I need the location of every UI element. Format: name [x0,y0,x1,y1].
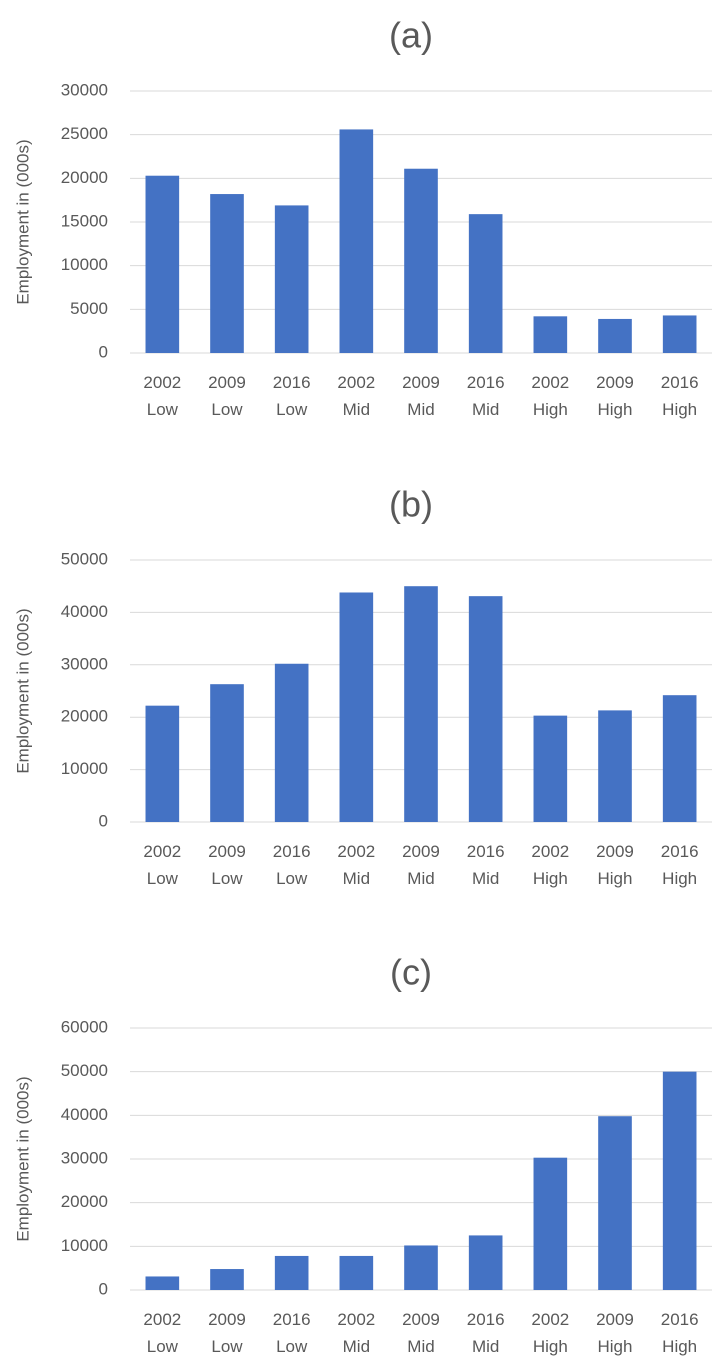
x-tick-label: 2009 High [596,842,634,888]
bar [468,1235,503,1290]
bar [339,129,374,353]
bar [662,695,697,822]
y-tick-label: 40000 [61,602,108,621]
x-tick-label: 2016 Low [272,1310,311,1356]
y-tick-label: 20000 [61,1192,108,1211]
x-tick-label: 2016 Low [272,373,311,419]
x-tick-label: 2002 Mid [337,373,376,419]
x-tick-label: 2009 Mid [402,1310,440,1356]
x-tick-label: 2002 Mid [337,1310,376,1356]
x-tick-label: 2002 Low [143,842,182,888]
bar [274,1255,309,1290]
bar [145,705,180,822]
y-axis-label: Employment in (000s) [13,139,32,304]
bar [468,596,503,822]
bar [598,710,632,822]
y-tick-label: 30000 [61,1148,108,1167]
y-tick-label: 30000 [61,654,108,673]
bar [274,663,309,822]
y-tick-label: 40000 [61,1105,108,1124]
x-tick-label: 2002 Low [143,373,182,419]
bar [404,1245,438,1290]
bar [533,1157,568,1290]
x-tick-label: 2016 Mid [466,1310,505,1356]
y-tick-label: 10000 [61,1236,108,1255]
x-tick-label: 2016 Low [272,842,311,888]
y-tick-label: 60000 [61,1017,108,1036]
bar [598,318,632,353]
y-tick-label: 0 [99,342,108,361]
bar [468,214,503,353]
bar [404,586,438,822]
bar [533,715,568,822]
y-tick-label: 15000 [61,211,108,230]
chart-title: (a) [389,15,433,56]
bar [210,194,244,353]
x-tick-label: 2009 Low [208,373,246,419]
x-tick-label: 2002 High [531,373,570,419]
bar [210,1269,244,1290]
y-tick-label: 20000 [61,168,108,187]
bar [339,1255,374,1290]
y-tick-label: 25000 [61,124,108,143]
chart-title: (b) [389,484,433,525]
bar [274,205,309,353]
chart-title: (c) [390,952,432,993]
x-tick-label: 2009 High [596,1310,634,1356]
y-axis-label: Employment in (000s) [13,608,32,773]
bar [662,315,697,353]
x-tick-label: 2002 High [531,842,570,888]
x-tick-label: 2009 Mid [402,373,440,419]
x-tick-label: 2016 Mid [466,842,505,888]
y-axis-label: Employment in (000s) [13,1076,32,1241]
x-tick-label: 2016 High [660,373,699,419]
bar [339,592,374,822]
bar [533,316,568,353]
x-tick-label: 2009 Mid [402,842,440,888]
y-tick-label: 0 [99,811,108,830]
y-tick-label: 10000 [61,255,108,274]
x-tick-label: 2016 Mid [466,373,505,419]
x-tick-label: 2009 Low [208,1310,246,1356]
y-tick-label: 50000 [61,549,108,568]
x-tick-label: 2002 Mid [337,842,376,888]
x-tick-label: 2002 Low [143,1310,182,1356]
y-tick-label: 30000 [61,80,108,99]
bar [145,175,180,353]
y-tick-label: 50000 [61,1061,108,1080]
y-tick-label: 10000 [61,759,108,778]
bar [662,1071,697,1290]
x-tick-label: 2002 High [531,1310,570,1356]
bar [404,168,438,353]
x-tick-label: 2016 High [660,842,699,888]
x-tick-label: 2009 High [596,373,634,419]
bar [210,684,244,822]
y-tick-label: 20000 [61,707,108,726]
bar [145,1276,180,1290]
bar [598,1116,632,1290]
x-tick-label: 2016 High [660,1310,699,1356]
y-tick-label: 5000 [70,299,108,318]
y-tick-label: 0 [99,1279,108,1298]
x-tick-label: 2009 Low [208,842,246,888]
